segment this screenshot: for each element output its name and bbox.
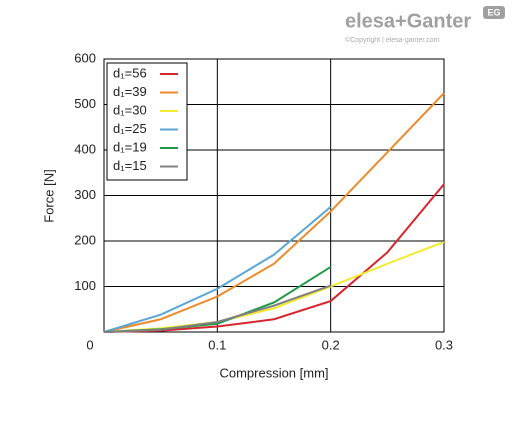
brand-logo: elesa+Ganter <box>345 10 471 32</box>
y-tick-label: 300 <box>74 187 96 202</box>
y-tick-label: 600 <box>74 50 96 65</box>
y-tick-label: 400 <box>74 141 96 156</box>
legend-label: d₁=19 <box>113 139 147 154</box>
legend-label: d₁=56 <box>113 65 147 80</box>
legend-label: d₁=15 <box>113 158 147 173</box>
legend-label: d₁=25 <box>113 121 147 136</box>
series-line <box>103 284 332 333</box>
badge: EG <box>487 7 500 17</box>
x-tick-label: 0.1 <box>208 337 226 352</box>
series-line <box>103 92 445 333</box>
x-tick-label: 0.3 <box>435 337 453 352</box>
badge-box <box>483 6 505 19</box>
legend-box <box>106 62 188 181</box>
series-line <box>103 206 332 333</box>
y-tick-label: 100 <box>74 278 96 293</box>
y-axis-label: Force [N] <box>41 169 56 222</box>
legend-label: d₁=30 <box>113 102 147 117</box>
x-tick-label: 0.2 <box>322 337 340 352</box>
y-tick-label: 0 <box>86 337 93 352</box>
x-axis-label: Compression [mm] <box>219 365 328 380</box>
copyright: ©Copyright | elesa-ganter.com <box>345 36 440 44</box>
y-tick-label: 200 <box>74 232 96 247</box>
legend-label: d₁=39 <box>113 84 147 99</box>
y-tick-label: 500 <box>74 96 96 111</box>
